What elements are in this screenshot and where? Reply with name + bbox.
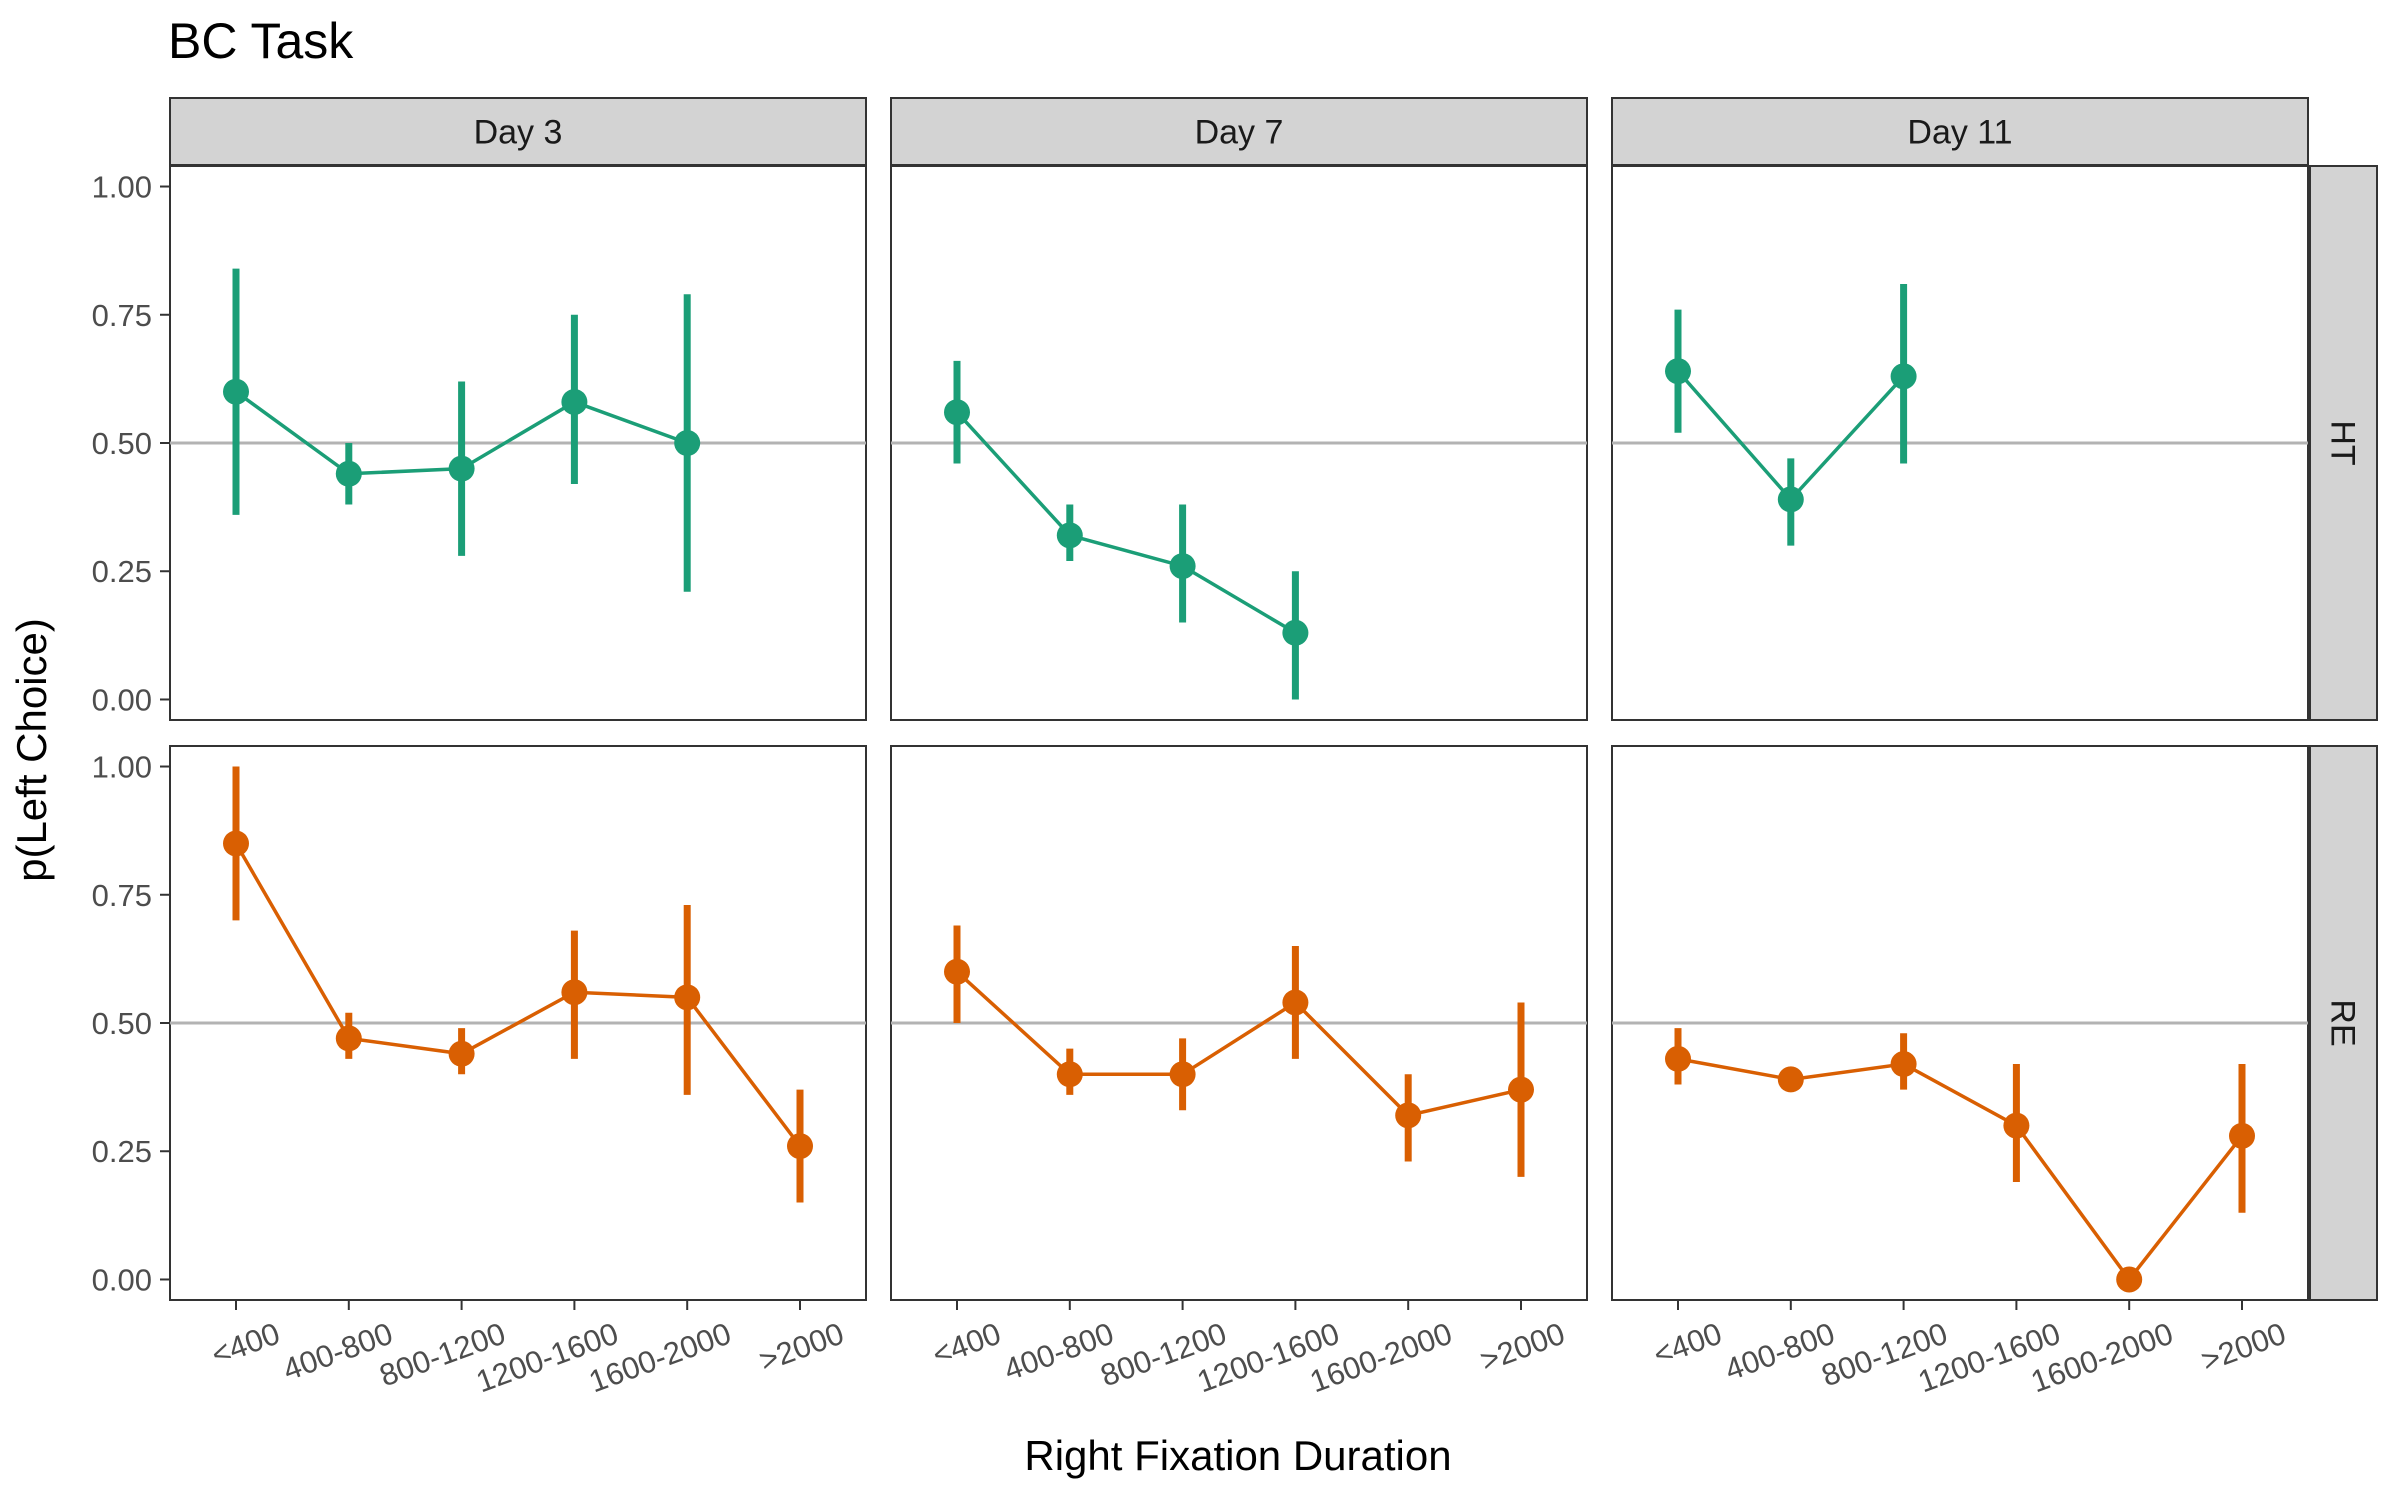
column-strip-label: Day 3	[474, 114, 563, 152]
data-point	[1777, 1066, 1804, 1093]
series-line	[234, 842, 802, 1148]
data-point	[448, 455, 475, 482]
data-point	[944, 958, 970, 985]
column-strip-label: Day 11	[1907, 114, 2012, 152]
data-point	[561, 979, 588, 1006]
data-point	[2229, 1122, 2255, 1149]
data-point	[223, 378, 249, 405]
x-tick-label: <400	[928, 1316, 1006, 1373]
data-point	[1665, 1045, 1691, 1072]
data-point	[1665, 358, 1691, 385]
x-tick-label: 400-800	[999, 1316, 1118, 1388]
series-line	[955, 970, 1522, 1118]
column-strip	[890, 97, 1588, 166]
x-tick-label: 400-800	[1720, 1316, 1839, 1388]
series-line	[955, 411, 1297, 635]
data-point	[1777, 486, 1804, 513]
y-tick-label: 0.25	[92, 1134, 152, 1169]
x-tick-label: >2000	[1476, 1316, 1570, 1379]
data-point	[1056, 522, 1083, 549]
column-strip	[1611, 97, 2309, 166]
x-tick-label: >2000	[2197, 1316, 2291, 1379]
y-tick-label: 0.00	[92, 682, 152, 717]
data-point	[2003, 1112, 2030, 1139]
data-point	[1890, 1051, 1917, 1078]
data-point	[1890, 363, 1917, 390]
data-point	[1508, 1076, 1534, 1103]
column-strip-label: Day 7	[1195, 114, 1284, 152]
y-tick-label: 0.50	[92, 1006, 152, 1041]
facet-panels: Day 3 Day 7 Day 11 HT RE 0.00 0.25 0.50 0.75 1.00…	[92, 97, 2378, 1399]
x-tick-label: <400	[207, 1316, 285, 1373]
data-point	[674, 430, 701, 456]
data-point	[1282, 989, 1309, 1016]
row-strip	[2309, 165, 2378, 721]
row-strip	[2309, 745, 2378, 1301]
data-point	[2116, 1266, 2143, 1293]
y-tick-label: 0.75	[92, 298, 152, 333]
x-axis-label: Right Fixation Duration	[1024, 1432, 1451, 1479]
data-point	[944, 399, 970, 426]
y-tick-label: 1.00	[92, 750, 152, 785]
y-tick-label: 1.00	[92, 170, 152, 205]
row-strip-label: RE	[2324, 999, 2362, 1046]
y-tick-label: 0.25	[92, 554, 152, 589]
data-point	[1169, 553, 1196, 580]
data-point	[448, 1040, 475, 1067]
x-tick-label: >2000	[755, 1316, 849, 1379]
data-point	[674, 984, 701, 1011]
y-tick-label: 0.50	[92, 426, 152, 461]
x-tick-label: <400	[1649, 1316, 1727, 1373]
row-strip-label: HT	[2324, 420, 2362, 465]
y-tick-label: 0.00	[92, 1262, 152, 1297]
data-point	[223, 830, 249, 857]
data-point	[787, 1133, 813, 1160]
data-point	[1395, 1102, 1422, 1129]
y-tick-label: 0.75	[92, 878, 152, 913]
data-point	[1056, 1061, 1083, 1088]
y-axis-label: p(Left Choice)	[8, 618, 55, 882]
data-point	[561, 388, 588, 415]
data-point	[1169, 1061, 1196, 1088]
column-strip	[169, 97, 867, 166]
data-point	[335, 460, 362, 487]
data-point	[335, 1025, 362, 1052]
data-point	[1282, 619, 1309, 646]
chart-title: BC Task	[168, 13, 354, 69]
x-tick-label: 400-800	[278, 1316, 397, 1388]
series-line	[1677, 1057, 2244, 1283]
